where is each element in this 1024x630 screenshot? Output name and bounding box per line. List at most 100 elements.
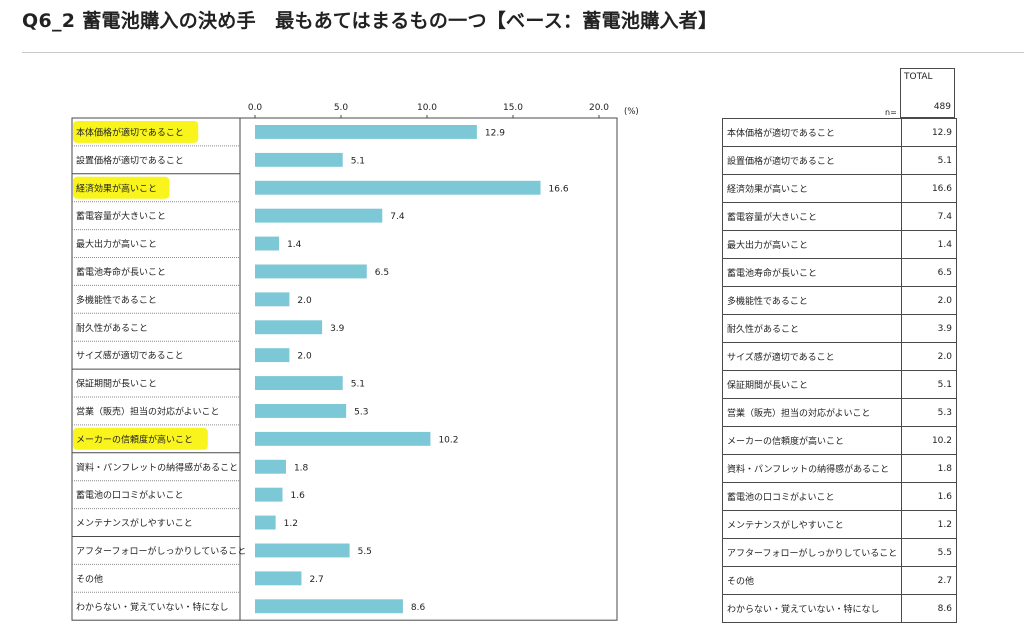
table-value-cell: 7.4 xyxy=(901,202,957,231)
data-label: 5.3 xyxy=(354,407,368,417)
data-label: 1.6 xyxy=(291,491,306,501)
category-label: メンテナンスがしやすいこと xyxy=(76,517,193,529)
bar xyxy=(255,180,541,195)
table-value-cell: 2.0 xyxy=(901,286,957,315)
table-value-cell: 1.2 xyxy=(901,510,957,539)
table-row: 保証期間が長いこと 5.1 xyxy=(722,370,957,399)
data-label: 1.2 xyxy=(284,519,298,529)
table-value-cell: 5.3 xyxy=(901,398,957,427)
table-row: メンテナンスがしやすいこと 1.2 xyxy=(722,510,957,539)
data-label: 12.9 xyxy=(485,128,505,138)
table-category-cell: 多機能性であること xyxy=(722,286,902,315)
bar xyxy=(255,487,283,502)
category-label: アフターフォローがしっかりしていること xyxy=(76,545,246,557)
bar xyxy=(255,376,343,390)
table-value-cell: 12.9 xyxy=(901,118,957,147)
table-category-cell: アフターフォローがしっかりしていること xyxy=(722,538,902,567)
bar xyxy=(255,459,286,474)
data-label: 5.1 xyxy=(351,156,365,166)
table-category-cell: 最大出力が高いこと xyxy=(722,230,902,259)
unit-label: (%) xyxy=(624,107,639,117)
table-category-cell: メーカーの信頼度が高いこと xyxy=(722,426,902,455)
x-tick-label: 20.0 xyxy=(589,103,609,113)
table-row: メーカーの信頼度が高いこと 10.2 xyxy=(722,426,957,455)
category-label: 設置価格が適切であること xyxy=(76,154,184,166)
table-value-cell: 8.6 xyxy=(901,594,957,623)
table-row: 蓄電容量が大きいこと 7.4 xyxy=(722,202,957,231)
data-label: 5.1 xyxy=(351,380,365,390)
table-row: 蓄電池寿命が長いこと 6.5 xyxy=(722,258,957,287)
table-category-cell: 営業（販売）担当の対応がよいこと xyxy=(722,398,902,427)
category-label: その他 xyxy=(76,573,103,585)
data-label: 5.5 xyxy=(358,547,372,557)
table-row: 資料・パンフレットの納得感があること 1.8 xyxy=(722,454,957,483)
title-underline xyxy=(22,52,1024,53)
bar xyxy=(255,125,477,139)
data-label: 7.4 xyxy=(390,212,405,222)
table-value-cell: 2.7 xyxy=(901,566,957,595)
table-row: アフターフォローがしっかりしていること 5.5 xyxy=(722,538,957,567)
bar xyxy=(255,348,290,363)
total-label: TOTAL xyxy=(904,72,933,82)
bar xyxy=(255,515,276,530)
data-label: 2.0 xyxy=(297,296,312,306)
data-label: 1.8 xyxy=(294,463,309,473)
chart-frame xyxy=(71,117,618,621)
data-label: 6.5 xyxy=(375,268,389,278)
table-category-cell: 蓄電池の口コミがよいこと xyxy=(722,482,902,511)
x-tick-label: 10.0 xyxy=(417,103,437,113)
table-row: 本体価格が適切であること 12.9 xyxy=(722,118,957,147)
x-axis-ticks: 0.0 5.0 10.0 15.0 20.0 (%) xyxy=(248,103,639,119)
table-row: 設置価格が適切であること 5.1 xyxy=(722,146,957,175)
data-label: 10.2 xyxy=(438,435,458,445)
table-value-cell: 10.2 xyxy=(901,426,957,455)
bar xyxy=(255,320,323,335)
table-category-cell: 保証期間が長いこと xyxy=(722,370,902,399)
table-value-cell: 5.1 xyxy=(901,370,957,399)
table-category-cell: わからない・覚えていない・特になし xyxy=(722,594,902,623)
table-category-cell: 蓄電池寿命が長いこと xyxy=(722,258,902,287)
table-row: 最大出力が高いこと 1.4 xyxy=(722,230,957,259)
table-value-cell: 5.1 xyxy=(901,146,957,175)
table-category-cell: 資料・パンフレットの納得感があること xyxy=(722,454,902,483)
table-category-cell: 蓄電容量が大きいこと xyxy=(722,202,902,231)
category-label: サイズ感が適切であること xyxy=(76,350,184,362)
category-label: 耐久性があること xyxy=(76,322,148,334)
table-row: その他 2.7 xyxy=(722,566,957,595)
table-row: わからない・覚えていない・特になし 8.6 xyxy=(722,594,957,623)
table-value-cell: 3.9 xyxy=(901,314,957,343)
category-label: 蓄電池寿命が長いこと xyxy=(76,266,166,278)
data-label: 2.7 xyxy=(309,575,323,585)
category-label: 蓄電容量が大きいこと xyxy=(76,210,166,222)
data-label: 16.6 xyxy=(549,184,569,194)
total-n-value: 489 xyxy=(933,102,951,112)
category-label: 保証期間が長いこと xyxy=(76,378,157,390)
page-title: Q6_2 蓄電池購入の決め手 最もあてはまるもの一つ【ベース：蓄電池購入者】 xyxy=(22,10,718,32)
x-tick-label: 15.0 xyxy=(503,103,523,113)
table-category-cell: その他 xyxy=(722,566,902,595)
data-label: 3.9 xyxy=(330,324,345,334)
table-value-cell: 2.0 xyxy=(901,342,957,371)
table-category-cell: 本体価格が適切であること xyxy=(722,118,902,147)
bar xyxy=(255,543,350,558)
category-label: メーカーの信頼度が高いこと xyxy=(76,433,193,445)
bar xyxy=(255,208,383,223)
table-category-cell: サイズ感が適切であること xyxy=(722,342,902,371)
bar xyxy=(255,571,302,586)
table-row: 多機能性であること 2.0 xyxy=(722,286,957,315)
chart-rows: 本体価格が適切であること 12.9 設置価格が適切であること 5.1 経済効果が高いこと… xyxy=(73,121,569,614)
bar xyxy=(255,292,290,307)
bar xyxy=(255,152,343,167)
data-label: 2.0 xyxy=(297,352,312,362)
table-value-cell: 6.5 xyxy=(901,258,957,287)
category-label: 最大出力が高いこと xyxy=(76,238,157,250)
category-label: 営業（販売）担当の対応がよいこと xyxy=(76,405,220,417)
bar xyxy=(255,599,403,614)
table-category-cell: メンテナンスがしやすいこと xyxy=(722,510,902,539)
table-value-cell: 1.4 xyxy=(901,230,957,259)
x-tick-label: 0.0 xyxy=(248,103,263,113)
label-highlight xyxy=(73,427,208,450)
table-value-cell: 1.6 xyxy=(901,482,957,511)
table-row: 経済効果が高いこと 16.6 xyxy=(722,174,957,203)
